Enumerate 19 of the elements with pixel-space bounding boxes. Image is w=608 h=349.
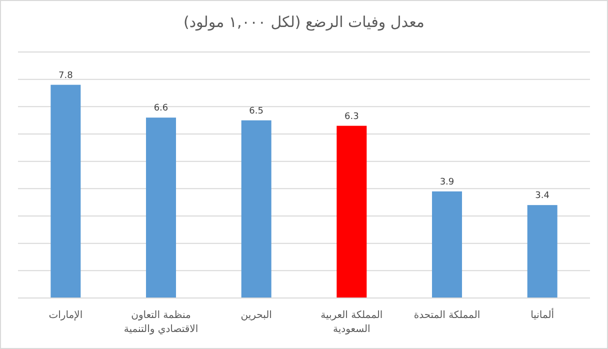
bar bbox=[336, 126, 367, 298]
bar bbox=[241, 120, 272, 298]
bar bbox=[527, 205, 558, 298]
data-label: 3.9 bbox=[440, 177, 454, 188]
x-tick-label: البحرين bbox=[240, 310, 272, 321]
x-tick-label: ألمانيا bbox=[530, 308, 554, 321]
x-tick-label: منظمة التعاون الاقتصادي والتنمية bbox=[124, 310, 198, 335]
data-label: 6.6 bbox=[154, 104, 168, 114]
bar bbox=[432, 191, 462, 298]
chart-title: معدل وفيات الرضع (لكل ١,٠٠٠ مولود) bbox=[184, 13, 424, 31]
bar bbox=[50, 84, 81, 298]
bar bbox=[146, 118, 176, 298]
x-tick-label: المملكة المتحدة bbox=[414, 310, 480, 321]
x-tick-label: الإمارات bbox=[48, 310, 83, 321]
data-label: 3.4 bbox=[535, 191, 550, 202]
data-label: 7.8 bbox=[58, 70, 74, 81]
x-tick-label: المملكة العربية السعودية bbox=[320, 310, 383, 335]
data-label: 6.3 bbox=[344, 112, 359, 122]
data-label: 6.5 bbox=[249, 106, 264, 116]
